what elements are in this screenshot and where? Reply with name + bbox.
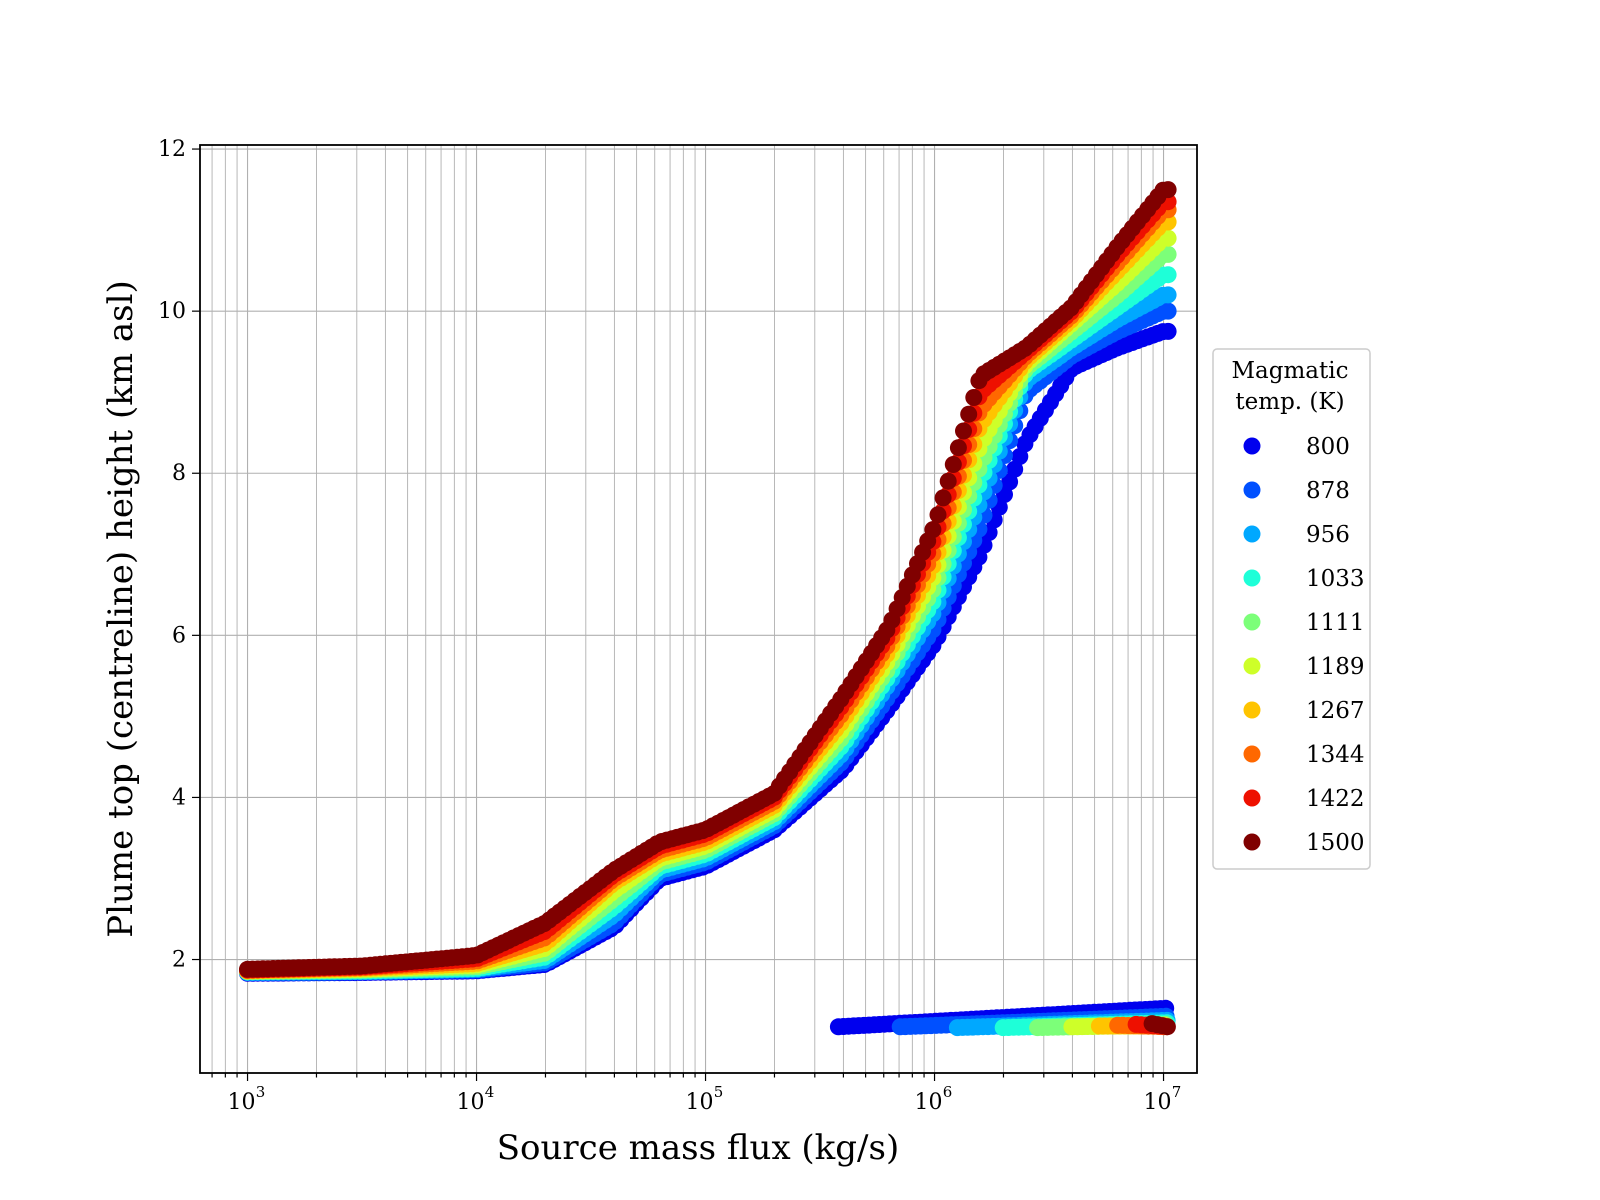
data-point (1159, 245, 1177, 263)
data-point (1159, 266, 1177, 284)
y-tick-label: 2 (172, 948, 186, 973)
x-axis-title: Source mass flux (kg/s) (497, 1128, 899, 1168)
legend-label: 1267 (1306, 698, 1365, 724)
data-point (965, 389, 983, 406)
legend: Magmatic temp. (K) 800 878 956 1033 1111 1189… (1212, 348, 1371, 870)
x-tick-label: 10 (228, 1090, 256, 1115)
data-point (1159, 322, 1177, 340)
legend-label: 800 (1306, 434, 1350, 460)
x-tick-label: 10 (686, 1090, 714, 1115)
legend-label: 1422 (1306, 786, 1365, 812)
data-point-lower (1158, 1018, 1176, 1036)
legend-label: 1344 (1306, 742, 1365, 768)
legend-label: 878 (1306, 478, 1350, 504)
x-tick-exponent: 5 (714, 1083, 724, 1101)
legend-label: 1500 (1306, 830, 1365, 856)
plot-frame (199, 144, 1198, 1074)
data-point (960, 405, 978, 423)
legend-marker (1243, 481, 1261, 499)
x-tick-label: 10 (457, 1090, 485, 1115)
y-tick-label: 6 (172, 623, 186, 648)
legend-label: 1111 (1306, 610, 1365, 636)
x-tick-exponent: 4 (485, 1083, 495, 1101)
y-tick-label: 10 (158, 299, 186, 324)
legend-label: 1189 (1306, 654, 1365, 680)
legend-marker (1243, 657, 1261, 675)
legend-marker (1243, 745, 1261, 763)
legend-marker (1243, 525, 1261, 543)
legend-title-line-1: Magmatic (1232, 358, 1349, 384)
legend-frame (1212, 348, 1371, 870)
x-tick-label: 10 (915, 1090, 943, 1115)
plot-background (200, 145, 1197, 1073)
data-point (949, 439, 967, 457)
y-tick-label: 12 (158, 137, 186, 162)
x-tick-exponent: 6 (943, 1083, 953, 1101)
data-point (924, 521, 942, 539)
x-tick-exponent: 7 (1172, 1083, 1182, 1101)
x-tick-label: 10 (1144, 1090, 1172, 1115)
data-point (929, 506, 947, 524)
data-point (955, 422, 972, 440)
data-points (239, 181, 1177, 1037)
legend-title-line-2: temp. (K) (1235, 389, 1344, 415)
data-point (939, 472, 957, 490)
legend-marker (1243, 437, 1261, 455)
data-point (1159, 302, 1177, 320)
data-point (944, 456, 962, 473)
legend-marker (1243, 569, 1261, 587)
y-axis-title: Plume top (centreline) height (km asl) (101, 280, 141, 938)
legend-label: 956 (1306, 522, 1350, 548)
legend-marker (1243, 789, 1261, 807)
y-tick-label: 8 (172, 461, 186, 486)
legend-label: 1033 (1306, 566, 1365, 592)
data-point (1159, 181, 1177, 199)
y-tick-label: 4 (172, 785, 186, 810)
data-point (1159, 286, 1177, 304)
legend-marker (1243, 701, 1261, 719)
series-1500 (239, 181, 1177, 1036)
legend-marker (1243, 613, 1261, 631)
legend-marker (1243, 833, 1261, 851)
data-point (934, 489, 952, 507)
x-tick-exponent: 3 (256, 1083, 266, 1101)
